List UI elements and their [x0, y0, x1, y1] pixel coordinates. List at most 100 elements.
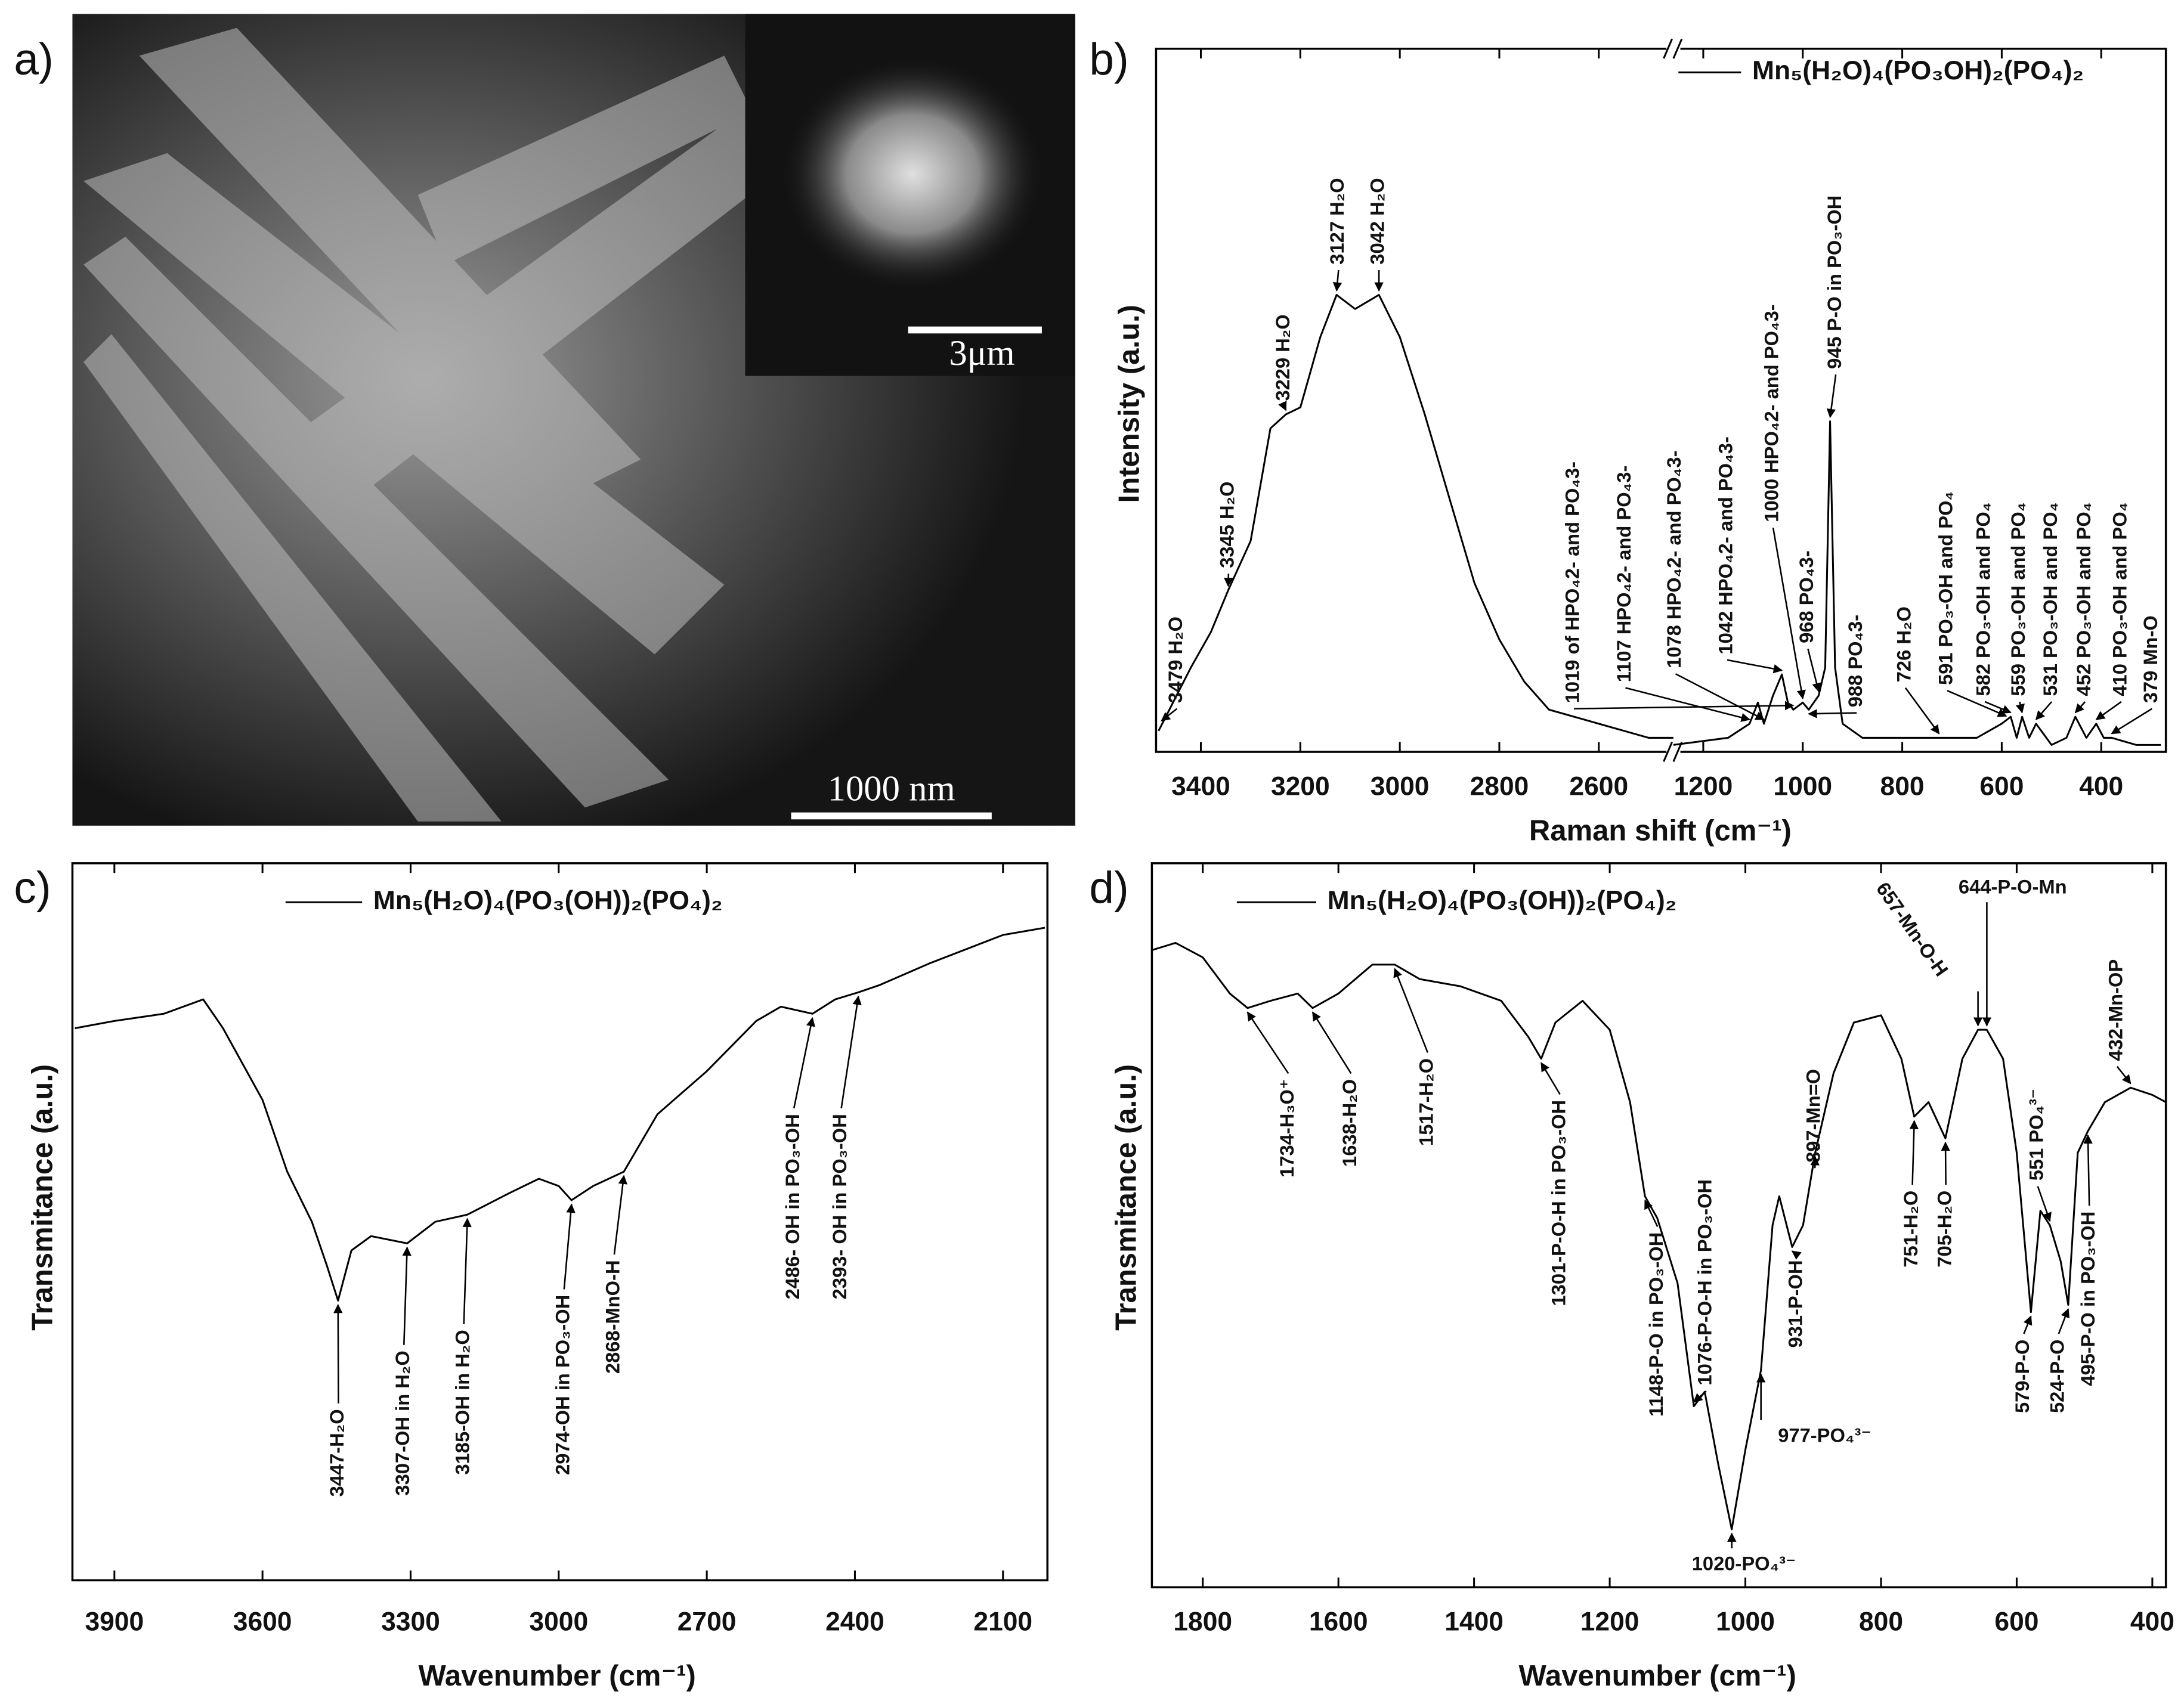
annotation-arrow: [840, 995, 862, 1109]
annotation-arrow: [2074, 701, 2086, 714]
annotation: 2486- OH in PO₃-OH: [781, 1114, 803, 1299]
plot-frame: [71, 862, 1049, 1582]
annotation-arrow: [2083, 1134, 2093, 1206]
x-tick-label: 3600: [233, 1607, 292, 1637]
annotation-arrow: [1727, 659, 1783, 674]
annotation: 3042 H₂O: [1366, 178, 1388, 264]
annotation: 3479 H₂O: [1164, 616, 1186, 703]
crystals: [83, 27, 822, 822]
annotation: 452 PO₃-OH and PO₄: [2072, 503, 2095, 696]
y-axis-title: Intensity (a.u.): [1113, 305, 1145, 503]
legend-label: Mn₅(H₂O)₄(PO₃(OH))₂(PO₄)₂: [373, 886, 723, 915]
annotation: 3447-H₂O: [326, 1409, 348, 1497]
x-tick-label: 1000: [1773, 772, 1832, 801]
inset-particle: [779, 55, 1045, 293]
annotation: 410 PO₃-OH and PO₄: [2109, 503, 2131, 696]
annotation-arrow: [2023, 1315, 2033, 1334]
x-tick-label: 800: [1859, 1607, 1903, 1637]
annotation-arrow: [1161, 708, 1178, 721]
annotation-arrow: [1693, 1390, 1707, 1403]
panel-label: a): [14, 34, 53, 84]
annotation-arrow: [402, 1246, 412, 1345]
x-tick-label: 3000: [1371, 772, 1430, 801]
annotation: 968 PO₄3-: [1795, 550, 1817, 643]
annotation-arrow: [2015, 701, 2025, 714]
annotation: 3127 H₂O: [1326, 178, 1348, 264]
annotation: 591 PO₃-OH and PO₄: [1935, 491, 1957, 685]
annotation-arrow: [2116, 1065, 2132, 1085]
panel-label: c): [14, 862, 51, 912]
annotation-arrow: [1904, 687, 1940, 735]
annotation: 1019 of HPO₄2- and PO₄3-: [1561, 461, 1583, 703]
annotation-arrow: [1984, 701, 2012, 714]
annotation: 579-P-O: [2011, 1339, 2033, 1413]
annotation-arrow: [2095, 701, 2122, 720]
x-tick-label: 2700: [678, 1607, 737, 1637]
annotation-arrow: [1311, 1011, 1352, 1074]
annotation: 977-PO₄³⁻: [1778, 1424, 1871, 1446]
scale-label: 1000 nm: [828, 769, 955, 809]
annotation: 582 PO₃-OH and PO₄: [1972, 503, 1994, 696]
annotation-arrow: [1278, 401, 1287, 411]
x-tick-label: 1000: [1716, 1607, 1775, 1637]
annotation-arrow: [1941, 1141, 1950, 1185]
spectrum-line: [1158, 294, 2161, 746]
annotation-arrow: [1826, 374, 1837, 419]
x-tick-label: 2600: [1569, 772, 1628, 801]
annotation-arrow: [333, 1303, 343, 1404]
x-tick-label: 3200: [1271, 772, 1330, 801]
annotation: 3345 H₂O: [1216, 481, 1238, 568]
axis-break-mark: [1663, 742, 1673, 762]
annotation-arrow: [563, 1203, 576, 1290]
annotation-arrow: [2058, 1308, 2070, 1334]
annotation: 551 PO₄³⁻: [2025, 1089, 2047, 1181]
annotation: 1078 HPO₄2- and PO₄3-: [1663, 451, 1685, 668]
annotation: 1638-H₂O: [1338, 1079, 1360, 1167]
x-tick-label: 1200: [1674, 772, 1733, 801]
annotation-arrow: [1625, 687, 1750, 722]
x-tick-label: 1400: [1444, 1607, 1504, 1637]
plot-frame: [1155, 47, 2167, 753]
x-tick-label: 1200: [1580, 1607, 1639, 1637]
annotation: 945 P-O in PO₃-OH: [1823, 196, 1845, 369]
annotation: 644-P-O-Mn: [1959, 876, 2067, 898]
panel-label: b): [1089, 34, 1128, 84]
annotation-arrow: [1224, 574, 1233, 587]
annotation: 559 PO₃-OH and PO₄: [2007, 503, 2029, 696]
annotation-arrow: [2037, 1186, 2052, 1222]
x-tick-label: 1600: [1309, 1607, 1368, 1637]
chart-panel: 1800 1600 1400 1200 1000 800 600 400 Wavenumber …: [1089, 862, 2174, 1692]
annotation-arrow: [1332, 269, 1342, 292]
spectrum-line: [75, 927, 1045, 1302]
chart-panel: 3400 3200 3000 2800 2600 1200 1000 800 600 400 Ram…: [1089, 34, 2167, 847]
annotation: 726 H₂O: [1893, 606, 1915, 682]
annotation: 897-Mn=O: [1802, 1069, 1824, 1163]
annotation: 1000 HPO₄2- and PO₄3-: [1761, 304, 1783, 522]
annotation-arrow: [462, 1217, 472, 1324]
annotation: 2868-MnO-H: [602, 1260, 624, 1374]
annotation-arrow: [1772, 527, 1806, 699]
annotation: 432-Mn-OP: [2105, 959, 2127, 1061]
annotation: 524-P-O: [2046, 1339, 2068, 1413]
axis-break-mark: [1672, 38, 1683, 59]
axis-break-mark: [1672, 742, 1683, 762]
annotation-arrow: [1807, 648, 1821, 693]
x-tick-label: 1800: [1173, 1607, 1232, 1637]
annotation: 3185-OH in H₂O: [451, 1330, 473, 1474]
x-tick-label: 2100: [973, 1607, 1032, 1637]
annotation: 1042 HPO₄2- and PO₄3-: [1715, 436, 1737, 654]
annotation-arrow: [1947, 690, 2007, 717]
y-axis-title: Transmitance (a.u.): [27, 1064, 59, 1331]
x-axis-title: Raman shift (cm⁻¹): [1529, 814, 1792, 847]
x-tick-label: 3900: [85, 1607, 144, 1637]
annotation: 2974-OH in PO₃-OH: [552, 1295, 574, 1475]
annotation: 1734-H₃O⁺: [1276, 1079, 1298, 1178]
annotation: 657-Mn-O-H: [1872, 878, 1953, 980]
axis-break-mark: [1663, 38, 1673, 59]
annotation-arrow: [1644, 1200, 1659, 1227]
chart-panel: 3900 3600 3300 3000 2700 2400 2100 Wavenumber (…: [14, 862, 1049, 1692]
annotation-arrow: [2111, 708, 2152, 735]
annotation-arrow: [1675, 673, 1765, 720]
annotation-arrow: [1791, 1250, 1802, 1260]
